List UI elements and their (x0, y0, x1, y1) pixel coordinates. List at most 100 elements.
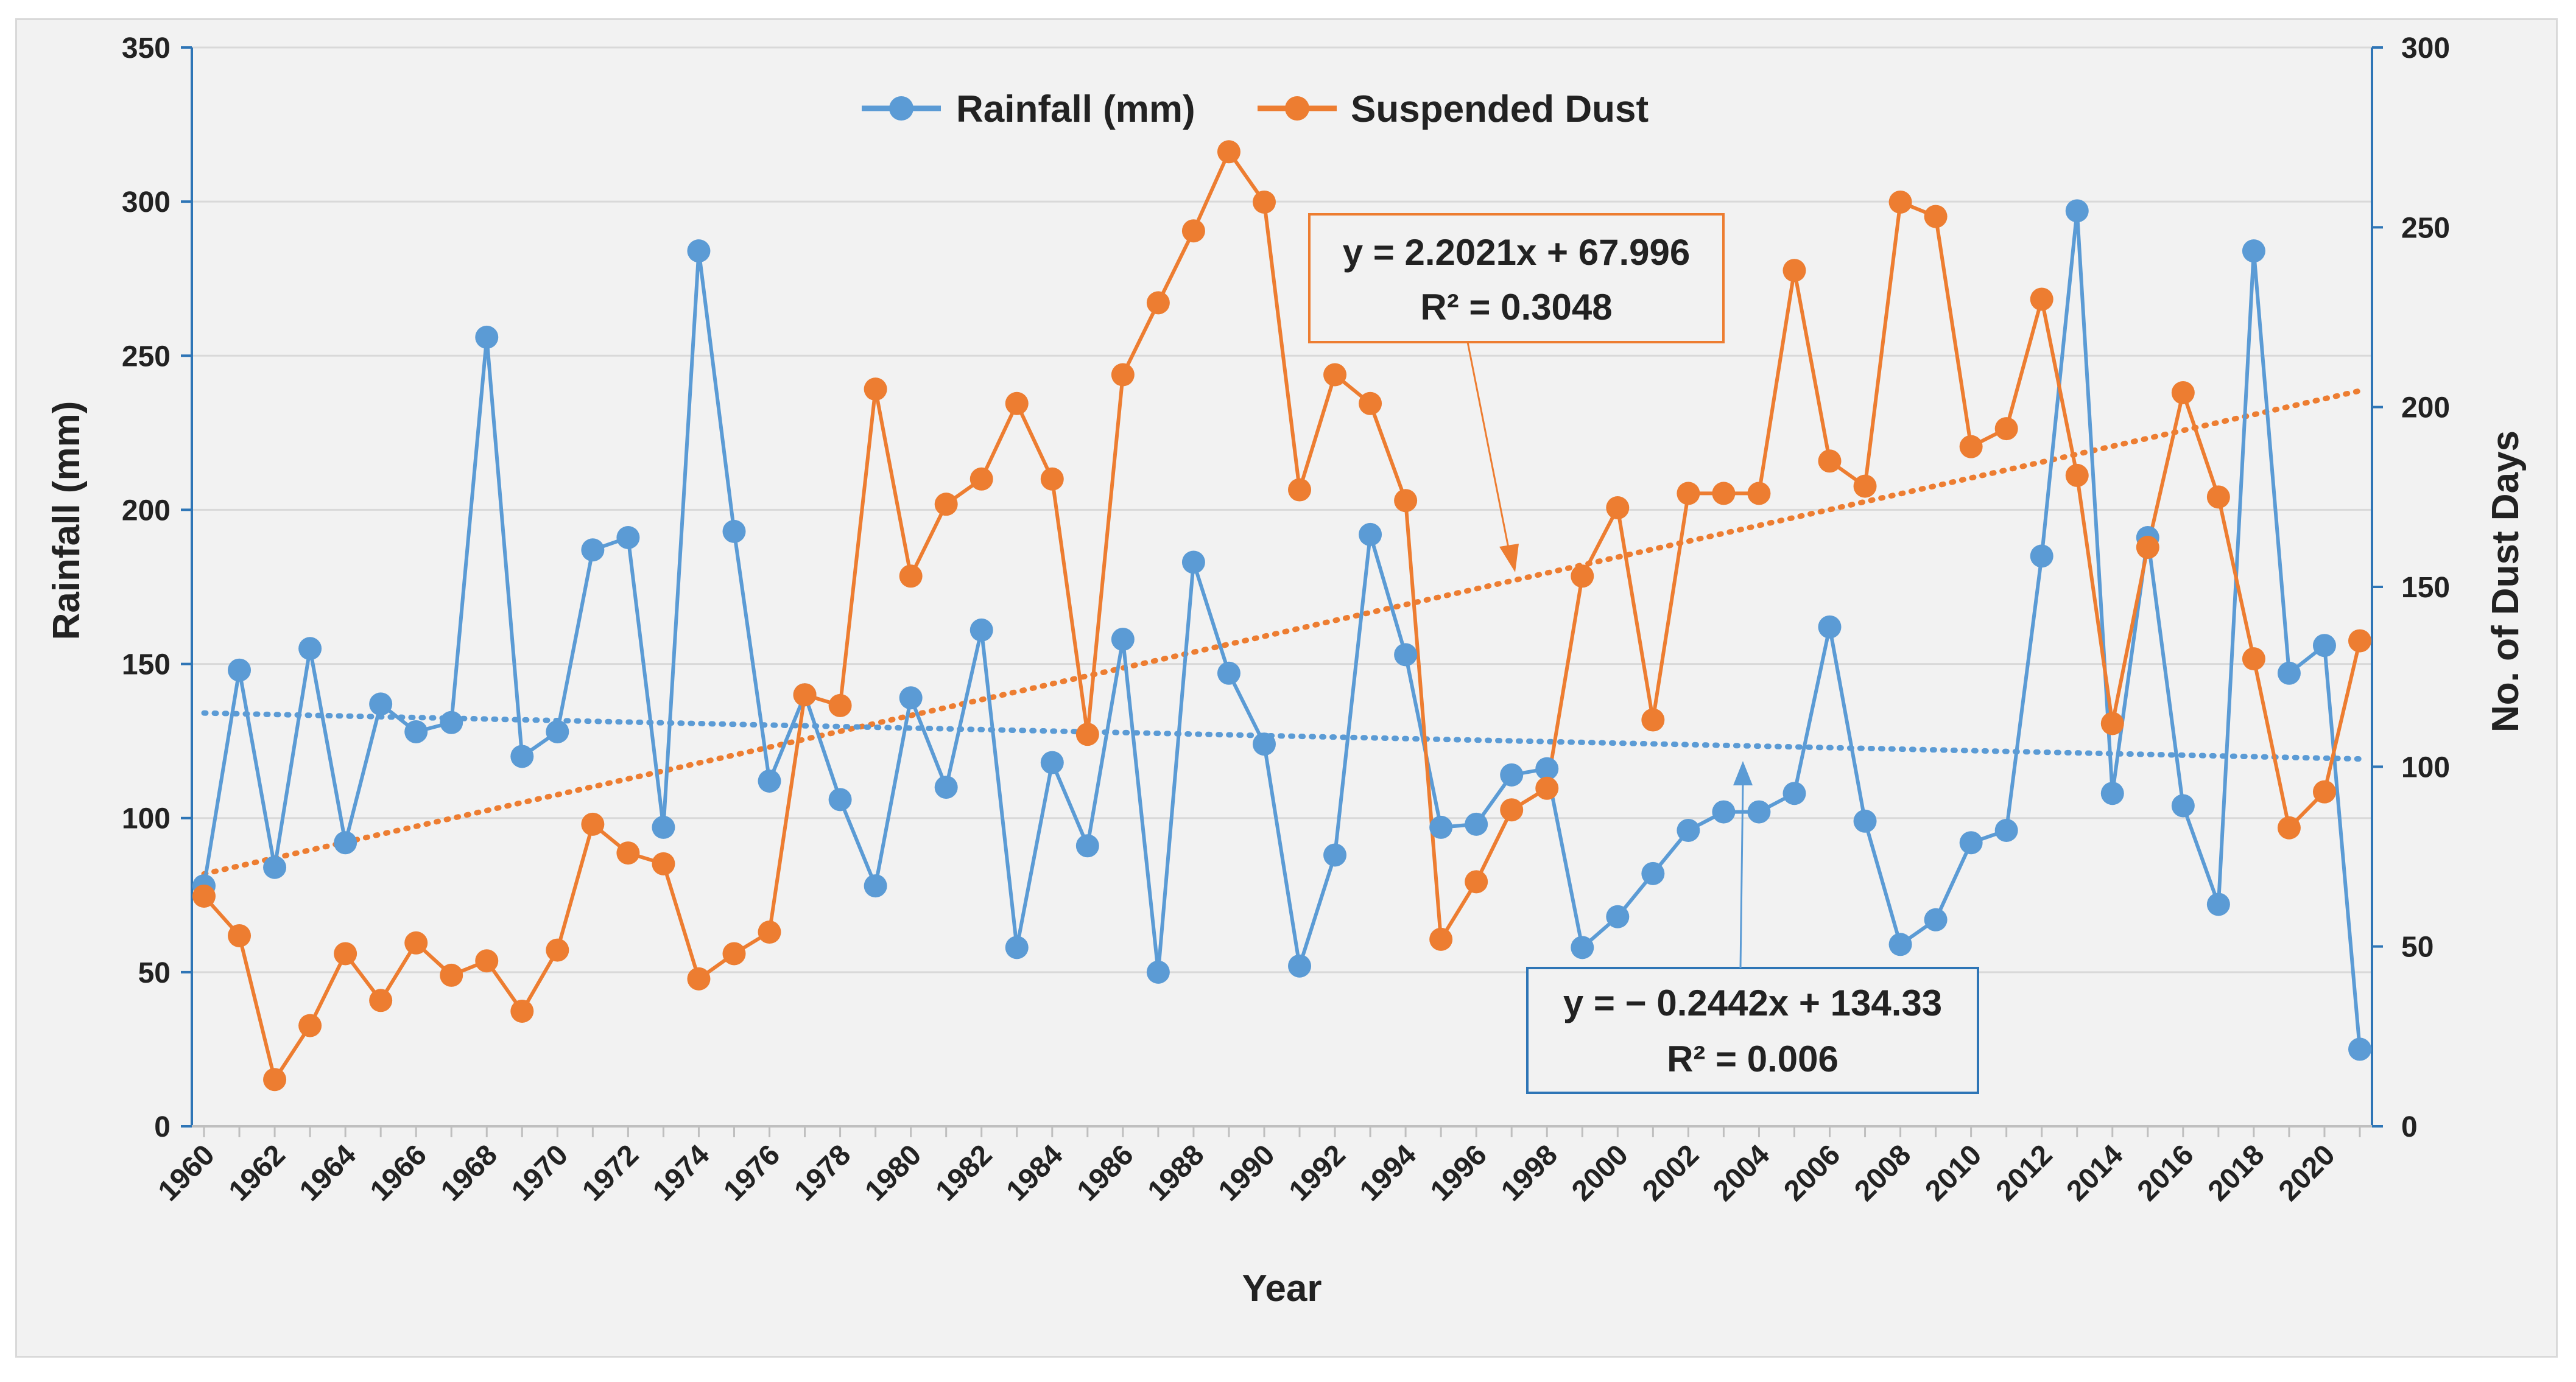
rainfall-point (1571, 936, 1594, 959)
x-tick-label: 1962 (223, 1138, 292, 1207)
rainfall-point (1429, 815, 1453, 839)
legend-dust-label: Suspended Dust (1351, 88, 1649, 130)
rainfall-point (934, 776, 958, 799)
x-tick-label: 1998 (1495, 1138, 1564, 1207)
x-tick-label: 1992 (1283, 1138, 1352, 1207)
dust-point (2136, 536, 2159, 559)
dust-point (2030, 287, 2053, 311)
x-tick-label: 1974 (647, 1138, 716, 1207)
x-tick-label: 1968 (435, 1138, 504, 1207)
x-tick-label: 1984 (1001, 1138, 1069, 1207)
rainfall-point (440, 710, 463, 734)
rainfall-point (758, 769, 781, 793)
dust-point (1571, 564, 1594, 588)
dust-point (2312, 780, 2336, 804)
dust-point (1252, 190, 1276, 214)
y-left-tick-label: 300 (122, 186, 171, 219)
rainfall-point (1959, 831, 1983, 855)
dust-point (1535, 776, 1559, 800)
dust-point (2277, 816, 2301, 840)
dust-point (793, 683, 817, 707)
rainfall-point (263, 855, 287, 879)
y-right-tick-label: 200 (2401, 392, 2450, 424)
legend-rainfall-label: Rainfall (mm) (956, 88, 1195, 130)
y-right-tick-label: 300 (2401, 32, 2450, 65)
dust-point (899, 564, 923, 588)
y-right-tick-label: 0 (2401, 1111, 2418, 1143)
rainfall-point (334, 831, 357, 855)
y-right-tick-label: 50 (2401, 931, 2433, 964)
x-tick-label: 1986 (1071, 1138, 1140, 1207)
dust-point (1606, 496, 1630, 520)
x-tick-label: 1966 (364, 1138, 433, 1207)
x-tick-label: 2018 (2202, 1138, 2271, 1207)
dust-point (1465, 870, 1488, 894)
rainfall-point (1712, 800, 1736, 824)
rainfall-point (1606, 905, 1630, 928)
rainfall-point (1181, 550, 1205, 574)
rainfall-point (899, 686, 923, 710)
dust-point (2348, 629, 2371, 653)
y-left-tick-label: 150 (122, 649, 171, 681)
x-tick-label: 1988 (1142, 1138, 1211, 1207)
dust-point (475, 949, 499, 973)
dust-trend-r2: R² = 0.3048 (1420, 287, 1612, 328)
dust-point (1924, 205, 1948, 228)
rainfall-point (2242, 239, 2265, 263)
dust-point (1040, 467, 1064, 491)
rainfall-point (2348, 1037, 2371, 1061)
rainfall-point (1641, 861, 1665, 885)
dust-point (334, 942, 357, 966)
rainfall-trend-r2: R² = 0.006 (1667, 1039, 1839, 1079)
rainfall-point (1853, 809, 1877, 833)
x-axis-title: Year (1242, 1268, 1321, 1310)
rainfall-point (1252, 732, 1276, 756)
dust-point (2100, 712, 2124, 735)
dust-trend-equation-box: y = 2.2021x + 67.996 R² = 0.3048 (1308, 213, 1725, 343)
dust-point (1181, 219, 1205, 243)
x-tick-label: 1994 (1354, 1138, 1423, 1207)
x-tick-label: 2002 (1636, 1138, 1705, 1207)
legend-dust-marker (1285, 96, 1309, 121)
dust-point (934, 493, 958, 516)
rainfall-point (1288, 954, 1312, 978)
rainfall-point (2065, 199, 2089, 223)
dust-point (1641, 708, 1665, 732)
dust-point (2242, 647, 2265, 671)
dust-point (1500, 798, 1524, 822)
y-axis-left-title: Rainfall (mm) (46, 401, 88, 640)
dust-point (1747, 482, 1771, 505)
dust-point (1782, 259, 1806, 282)
dust-point (1075, 723, 1099, 746)
rainfall-point (1394, 643, 1418, 667)
dust-point (1359, 391, 1382, 415)
dust-point (404, 931, 428, 955)
dust-point (722, 942, 746, 966)
rainfall-point (1782, 782, 1806, 805)
rainfall-point (970, 618, 993, 642)
x-tick-label: 2008 (1848, 1138, 1917, 1207)
dust-point (369, 989, 393, 1012)
dust-point (828, 693, 852, 717)
rainfall-point (2030, 544, 2053, 568)
dust-point (1217, 140, 1240, 164)
rainfall-point (1747, 800, 1771, 824)
dust-point (2171, 381, 2195, 405)
rainfall-point (546, 720, 569, 743)
rainfall-point (616, 525, 640, 549)
dust-point (263, 1068, 287, 1092)
x-tick-label: 2012 (1990, 1138, 2059, 1207)
dust-point (1323, 363, 1347, 387)
y-left-tick-label: 350 (122, 32, 171, 65)
y-left-tick-label: 250 (122, 340, 171, 373)
rainfall-point (369, 692, 393, 716)
dust-point (758, 921, 781, 944)
rainfall-point (1888, 933, 1912, 956)
dust-point (228, 924, 252, 947)
dust-point (546, 938, 569, 962)
rainfall-point (1677, 818, 1700, 842)
x-tick-label: 2020 (2273, 1138, 2342, 1207)
x-tick-label: 2016 (2131, 1138, 2200, 1207)
rainfall-point (475, 325, 499, 349)
dust-point (1818, 449, 1842, 473)
